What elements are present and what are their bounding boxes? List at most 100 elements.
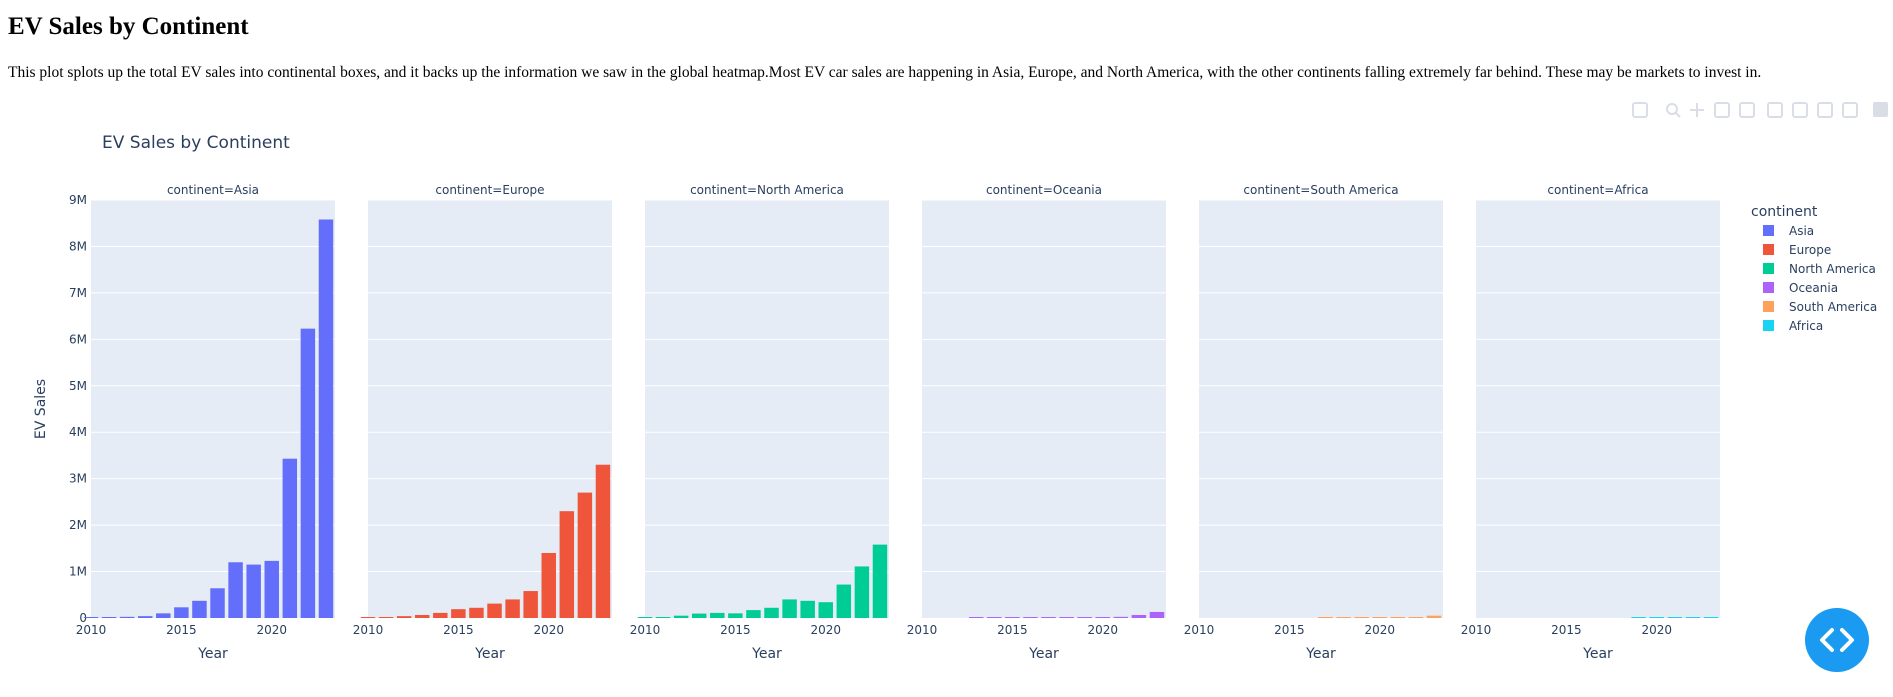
x-tick-label: 2015 [1551,623,1582,637]
bar[interactable] [192,600,207,618]
bar[interactable] [1703,617,1719,618]
box-select-icon[interactable] [1714,102,1730,118]
facet-label: continent=Oceania [986,183,1102,197]
legend-label: Asia [1789,224,1814,238]
bar[interactable] [1095,617,1110,618]
plot-background [368,200,612,618]
legend-swatch [1763,320,1774,331]
lasso-icon[interactable] [1739,102,1755,118]
bar[interactable] [1131,614,1147,618]
bar[interactable] [818,602,833,618]
bar[interactable] [1077,617,1092,618]
facet-panel: continent=South America 2010 2015 2020 Year [1184,183,1443,662]
bar[interactable] [83,617,99,618]
legend-item[interactable]: Asia [1763,224,1814,238]
bar[interactable] [1149,611,1165,618]
legend-swatch [1763,244,1774,255]
bar[interactable] [119,616,135,618]
chart-modebar[interactable] [1632,102,1888,118]
bar[interactable] [746,610,761,618]
bar[interactable] [451,609,466,618]
bar[interactable] [156,613,171,618]
bar[interactable] [1023,617,1038,618]
bar[interactable] [396,616,412,618]
autoscale-icon[interactable] [1817,102,1833,118]
bar[interactable] [691,613,707,618]
bar[interactable] [487,603,502,618]
y-axis: 0 1M 2M 3M 4M 5M 6M 7M 8M 9M [69,193,87,625]
bar[interactable] [264,560,279,618]
bar[interactable] [541,552,556,618]
bar[interactable] [505,599,520,618]
bar[interactable] [433,612,448,618]
bar[interactable] [1059,617,1074,618]
bar[interactable] [728,613,743,618]
x-axis-label: Year [197,646,228,662]
bar[interactable] [968,617,984,618]
bar[interactable] [637,617,653,618]
bar[interactable] [1685,617,1701,618]
bar[interactable] [595,464,611,618]
plot-background [1199,200,1443,618]
bar[interactable] [228,562,243,618]
bar[interactable] [1318,617,1333,618]
reset-axes-icon[interactable] [1842,102,1858,118]
bar[interactable] [710,612,725,618]
legend-label: Europe [1789,243,1831,257]
bar[interactable] [414,614,430,618]
bar[interactable] [872,544,888,618]
bar[interactable] [800,600,815,618]
bar[interactable] [655,617,671,618]
x-tick-label: 2015 [720,623,751,637]
zoom-in-icon[interactable] [1767,102,1783,118]
bar[interactable] [987,617,1002,618]
bar[interactable] [764,607,779,618]
bar[interactable] [469,607,484,618]
bar[interactable] [1408,617,1424,618]
plotly-logo-icon[interactable] [1873,102,1888,117]
x-tick-label: 2020 [1087,623,1118,637]
pan-icon[interactable] [1690,103,1704,117]
bar[interactable] [1005,617,1020,618]
y-tick-label: 6M [69,332,87,346]
chart-legend[interactable]: continent Asia Europe North America Oceania… [1751,204,1877,333]
bar[interactable] [137,616,153,618]
bar[interactable] [300,328,316,618]
bar[interactable] [673,615,689,618]
bar[interactable] [1390,617,1406,618]
x-tick-label: 2020 [256,623,287,637]
legend-item[interactable]: Oceania [1763,281,1838,295]
zoom-icon[interactable] [1666,103,1681,118]
bar[interactable] [854,566,870,618]
bar[interactable] [246,564,261,618]
bar[interactable] [1631,617,1646,618]
bar[interactable] [782,599,797,618]
bar[interactable] [318,219,334,619]
camera-icon[interactable] [1632,102,1648,118]
legend-item[interactable]: South America [1763,300,1877,314]
bar[interactable] [559,511,575,618]
bar[interactable] [378,617,394,618]
bar[interactable] [1354,617,1369,618]
zoom-out-icon[interactable] [1792,102,1808,118]
legend-swatch [1763,282,1774,293]
legend-item[interactable]: Africa [1763,319,1823,333]
bar[interactable] [1372,617,1387,618]
bar[interactable] [210,588,225,618]
bar[interactable] [282,458,298,618]
bar[interactable] [1426,615,1442,618]
bar[interactable] [360,617,376,618]
code-toggle-button[interactable] [1805,608,1869,672]
bar[interactable] [174,607,189,618]
bar[interactable] [836,584,852,618]
bar[interactable] [523,591,538,618]
bar[interactable] [1667,617,1683,618]
bar[interactable] [577,492,593,618]
bar[interactable] [1336,617,1351,618]
bar[interactable] [1041,617,1056,618]
bar[interactable] [1113,616,1129,618]
legend-item[interactable]: Europe [1763,243,1831,257]
bar[interactable] [101,617,117,618]
legend-item[interactable]: North America [1763,262,1876,276]
bar[interactable] [1649,617,1664,618]
